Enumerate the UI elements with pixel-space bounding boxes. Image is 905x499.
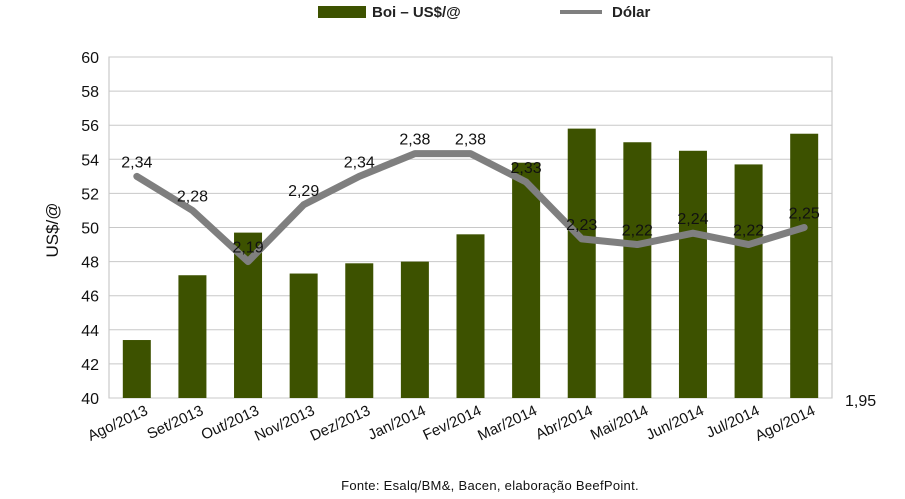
y-axis-ticks: 40 42 44 46 48 50 52 54 56 58 60: [81, 50, 99, 408]
gridlines: [109, 56, 832, 399]
bar: [678, 150, 707, 398]
y-axis-label: US$/@: [43, 202, 62, 257]
line-data-label: 2,23: [566, 217, 597, 234]
x-tick-label: Mar/2014: [475, 402, 540, 444]
y-tick-label: 42: [81, 357, 99, 374]
y-tick-label: 52: [81, 186, 99, 203]
x-tick-label: Abr/2014: [533, 402, 595, 443]
bar: [122, 340, 151, 398]
bar: [400, 261, 429, 398]
line-data-label: 2,38: [455, 132, 486, 149]
line-data-label: 2,22: [733, 223, 764, 240]
x-tick-label: Mai/2014: [588, 402, 651, 443]
x-tick-label: Out/2013: [199, 402, 262, 443]
y-tick-label: 58: [81, 84, 99, 101]
bar: [289, 273, 318, 398]
legend-bar-label: Boi – US$/@: [372, 4, 461, 21]
x-tick-label: Ago/2013: [85, 402, 150, 445]
x-tick-label: Nov/2013: [252, 402, 317, 445]
x-tick-label: Fev/2014: [420, 402, 484, 444]
y-tick-label: 54: [81, 152, 99, 169]
line-data-label: 2,38: [399, 132, 430, 149]
x-tick-label: Set/2013: [144, 402, 206, 443]
y-tick-label: 48: [81, 255, 99, 272]
x-axis-ticks: Ago/2013Set/2013Out/2013Nov/2013Dez/2013…: [85, 402, 818, 445]
y-tick-label: 56: [81, 118, 99, 135]
line-data-label: 2,33: [511, 160, 542, 177]
bar: [345, 263, 374, 398]
bar: [790, 133, 819, 398]
y-tick-label: 60: [81, 50, 99, 67]
y-tick-label: 50: [81, 221, 99, 238]
bar: [567, 128, 596, 399]
legend-bar-swatch: [318, 6, 366, 18]
line-data-label: 2,34: [121, 154, 152, 171]
line-data-labels: 2,34 2,28 2,19 2,29 2,34 2,38 2,38 2,33 2,23 2,22…: [121, 132, 820, 257]
line-data-label: 2,28: [177, 188, 208, 205]
line-series: [133, 150, 808, 266]
dolar-line: [133, 150, 808, 266]
y-tick-label: 40: [81, 391, 99, 408]
bar: [734, 164, 763, 398]
line-data-label: 2,22: [622, 223, 653, 240]
bar: [623, 142, 652, 398]
x-tick-label: Dez/2013: [308, 402, 373, 445]
y-tick-label: 44: [81, 323, 99, 340]
y-tick-label: 46: [81, 289, 99, 306]
legend-line-label: Dólar: [612, 4, 651, 21]
line-data-label: 2,29: [288, 183, 319, 200]
line-data-label: 2,24: [677, 211, 708, 228]
source-note: Fonte: Esalq/BM&, Bacen, elaboração Beef…: [341, 478, 639, 493]
x-tick-label: Jul/2014: [704, 402, 763, 441]
bar: [512, 162, 541, 398]
line-data-label: 2,19: [232, 240, 263, 257]
legend: Boi – US$/@ Dólar: [318, 4, 651, 21]
y2-tick-label: 1,95: [845, 393, 876, 410]
line-data-label: 2,34: [344, 154, 375, 171]
bar-series: [122, 128, 819, 399]
x-tick-label: Ago/2014: [752, 402, 817, 445]
bar: [178, 275, 207, 398]
x-tick-label: Jan/2014: [365, 402, 428, 443]
line-data-label: 2,25: [789, 206, 820, 223]
x-tick-label: Jun/2014: [644, 402, 707, 443]
bar: [456, 234, 485, 398]
